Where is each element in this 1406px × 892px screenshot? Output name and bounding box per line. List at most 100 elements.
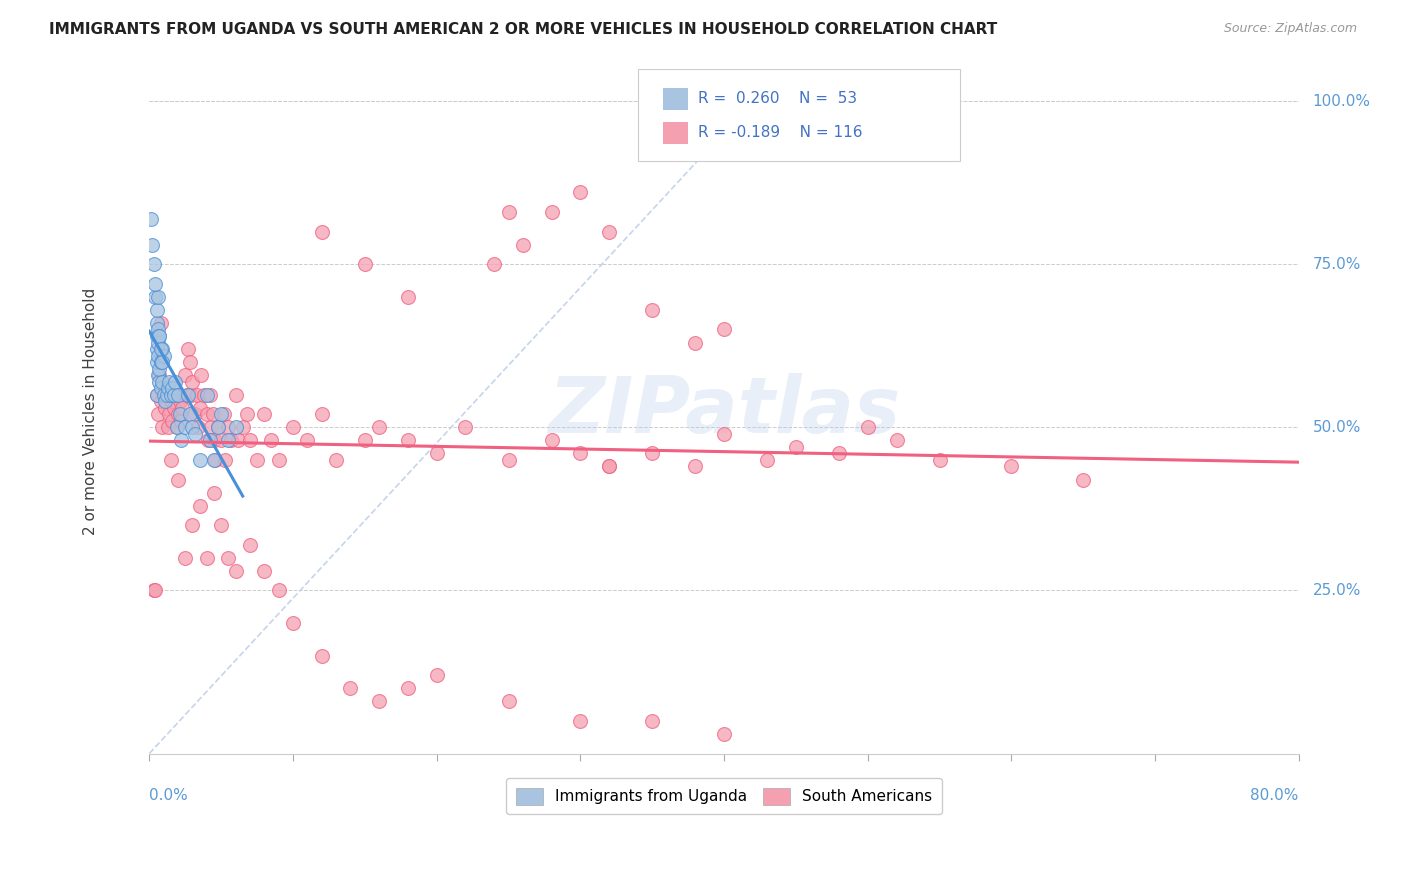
Text: R = -0.189    N = 116: R = -0.189 N = 116 [697,126,862,140]
Point [236,407,259,421]
Point [713,727,735,741]
Point [146,368,169,383]
Point [856,420,879,434]
Point [159,375,181,389]
Point [197,434,219,448]
Point [149,394,172,409]
Bar [664,87,689,110]
Point [368,420,391,434]
Point [145,387,167,401]
Point [498,453,520,467]
Point [217,434,239,448]
Point [184,407,207,421]
Point [162,414,184,428]
Point [339,681,361,696]
Point [217,550,239,565]
Point [150,420,173,434]
Text: Source: ZipAtlas.com: Source: ZipAtlas.com [1223,22,1357,36]
Point [148,329,170,343]
Point [188,499,211,513]
Point [148,361,170,376]
Point [145,302,167,317]
Point [156,381,179,395]
Point [181,420,204,434]
Point [145,316,167,330]
Point [200,420,222,434]
Point [685,459,707,474]
Point [195,407,218,421]
Point [146,335,169,350]
Point [159,407,181,421]
Point [260,434,283,448]
Legend: Immigrants from Uganda, South Americans: Immigrants from Uganda, South Americans [506,779,942,814]
Point [149,381,172,395]
Point [785,440,807,454]
Point [142,257,165,271]
Point [166,420,188,434]
Point [641,714,664,728]
Point [239,434,262,448]
Point [155,387,177,401]
Point [174,368,197,383]
Point [281,420,304,434]
Point [160,387,183,401]
Point [540,434,562,448]
Point [209,434,232,448]
Point [598,459,620,474]
Point [181,518,204,533]
Point [201,407,224,421]
Point [188,401,211,415]
Point [396,681,419,696]
Point [148,368,170,383]
Point [186,387,208,401]
Point [148,375,170,389]
Point [143,290,166,304]
Point [188,453,211,467]
Point [267,453,290,467]
Point [163,401,186,415]
Point [540,205,562,219]
Point [225,387,247,401]
Point [143,277,166,291]
Point [160,394,183,409]
Point [143,583,166,598]
Point [172,401,194,415]
Point [253,407,276,421]
Point [641,446,664,460]
Point [267,583,290,598]
Point [170,414,193,428]
Text: 50.0%: 50.0% [1313,420,1361,434]
Point [177,387,200,401]
Point [246,453,269,467]
Point [153,401,176,415]
Point [569,446,592,460]
Text: 80.0%: 80.0% [1250,788,1299,803]
Point [193,387,215,401]
Point [253,564,276,578]
Point [139,211,162,226]
Point [165,387,187,401]
Point [170,434,193,448]
Point [207,420,229,434]
Point [179,355,201,369]
Text: 0.0%: 0.0% [149,788,188,803]
Point [146,322,169,336]
Point [202,485,225,500]
Point [219,434,242,448]
Point [179,407,201,421]
Point [354,257,377,271]
Point [149,342,172,356]
Point [512,237,534,252]
Point [142,583,165,598]
Point [482,257,505,271]
Point [239,538,262,552]
Point [396,290,419,304]
Point [198,434,221,448]
Point [190,368,212,383]
Point [167,473,190,487]
Bar [664,122,689,144]
Point [160,453,183,467]
Point [207,420,229,434]
Point [146,349,169,363]
Point [141,237,163,252]
